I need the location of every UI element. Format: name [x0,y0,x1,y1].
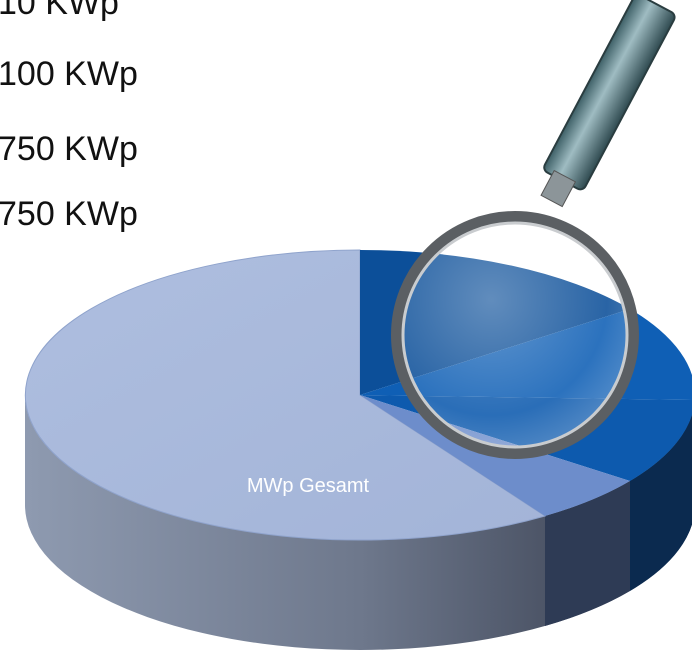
magnifier-ring-highlight [401,221,629,449]
pie-slice [24,249,547,541]
magnifier-ring [391,211,639,459]
pie-side [630,414,692,591]
legend-entry: 750 KWp [0,130,138,168]
legend-entry: 750 KWp [0,195,138,233]
pie-label: MWp Gesamt [247,475,370,497]
legend-entry: 10 KWp [0,0,119,22]
magnifier-lens [397,217,633,453]
legend-entry: 100 KWp [0,55,138,93]
magnifier-handle [540,0,676,208]
pie-side [545,481,630,626]
pie-side [25,395,692,650]
